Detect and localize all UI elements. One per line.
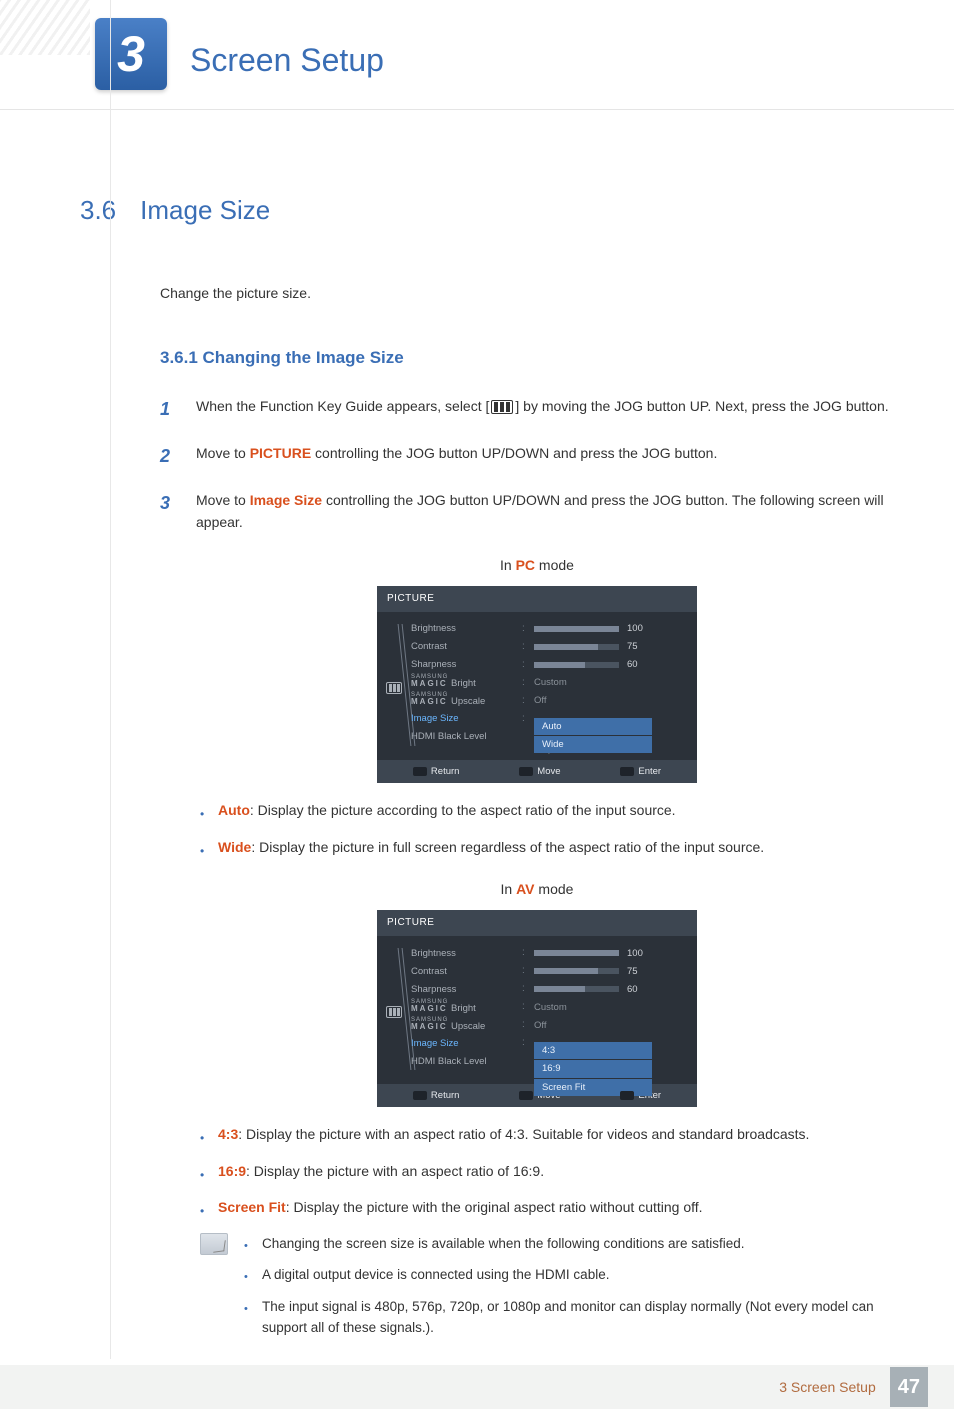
osd-header: PICTURE [377,586,697,612]
notes-list: Changing the screen size is available wh… [244,1233,914,1349]
step-text: When the Function Key Guide appears, sel… [196,395,889,424]
osd-menu-icon [386,1006,402,1018]
osd-dropdown[interactable]: 4:3 16:9 Screen Fit [534,1042,652,1096]
osd-menu-icon [386,682,402,694]
step-text: Move to Image Size controlling the JOG b… [196,489,914,534]
page-header: 3 Screen Setup [0,0,954,110]
pc-options-list: Auto: Display the picture according to t… [200,799,914,858]
av-options-list: 4:3: Display the picture with an aspect … [200,1123,914,1218]
mode-av-label: In AV mode [160,878,914,900]
mode-pc-label: In PC mode [160,554,914,576]
steps-list: 1 When the Function Key Guide appears, s… [160,395,914,533]
osd-footer: Return Move Enter [377,760,697,783]
osd-av: PICTURE Brightness:100 Contrast:75 Sharp… [377,910,697,1107]
return-icon [413,767,427,776]
chapter-title: Screen Setup [190,35,384,86]
page-footer: 3 Screen Setup 47 [0,1365,954,1409]
step-number: 3 [160,489,180,534]
osd-pc: PICTURE Brightness:100 Contrast:75 Sharp… [377,586,697,783]
menu-icon [491,400,513,414]
enter-icon [620,767,634,776]
step-text: Move to PICTURE controlling the JOG butt… [196,442,717,471]
return-icon [413,1091,427,1100]
osd-image-size[interactable]: Image Size [411,1036,516,1051]
osd-image-size[interactable]: Image Size [411,711,516,726]
decor-stripes [0,0,90,55]
note-icon [200,1233,228,1255]
step-number: 1 [160,395,180,424]
section-intro: Change the picture size. [160,282,914,304]
osd-dropdown[interactable]: Auto Wide [534,718,652,753]
vertical-rule [110,0,111,1359]
section-title: Image Size [140,190,270,232]
move-icon [519,767,533,776]
page-number: 47 [890,1367,928,1407]
enter-icon [620,1091,634,1100]
step-number: 2 [160,442,180,471]
subsection-title: 3.6.1 Changing the Image Size [160,344,914,371]
osd-header: PICTURE [377,910,697,936]
move-icon [519,1091,533,1100]
footer-label: 3 Screen Setup [779,1376,876,1398]
chapter-badge: 3 [95,18,167,90]
